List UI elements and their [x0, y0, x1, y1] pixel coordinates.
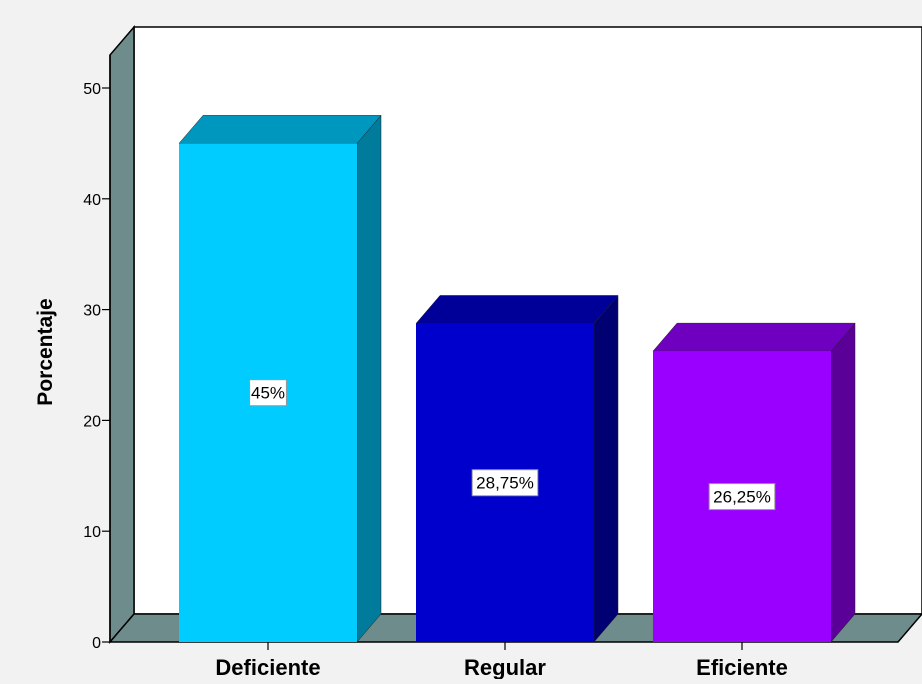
y-axis: 0 10 20 30 40 50	[83, 55, 111, 652]
data-label-box	[249, 379, 287, 407]
y-axis-title: Porcentaje	[34, 298, 57, 405]
y-tick-label: 0	[92, 635, 101, 652]
bar-side	[593, 294, 619, 643]
y-tick-label: 40	[83, 192, 101, 209]
x-tick-label: Deficiente	[215, 655, 320, 679]
bar-top	[652, 322, 856, 352]
y-tick-label: 20	[83, 413, 101, 430]
data-label: 28,75%	[476, 474, 534, 493]
side-wall	[109, 24, 135, 645]
bar-side	[830, 322, 856, 643]
y-tick-label: 10	[83, 524, 101, 541]
x-tick-label: Regular	[464, 655, 546, 679]
data-label: 26,25%	[713, 488, 771, 507]
y-tick-label: 30	[83, 303, 101, 320]
bar-side	[356, 114, 382, 643]
bar-group-eficiente: 26,25%	[652, 322, 856, 643]
bars: 45% 28,75% 26,25%	[178, 114, 856, 643]
bar-group-regular: 28,75%	[415, 294, 619, 643]
y-tick-label: 50	[83, 81, 101, 98]
data-label-box	[471, 469, 539, 497]
bar-top	[178, 115, 382, 144]
data-label: 45%	[251, 384, 285, 403]
data-label-box	[708, 483, 776, 511]
x-tick-label: Eficiente	[696, 655, 788, 679]
x-axis-labels: Deficiente Regular Eficiente	[215, 642, 788, 680]
bar-group-deficiente: 45%	[178, 114, 382, 643]
bar-top	[415, 295, 619, 324]
